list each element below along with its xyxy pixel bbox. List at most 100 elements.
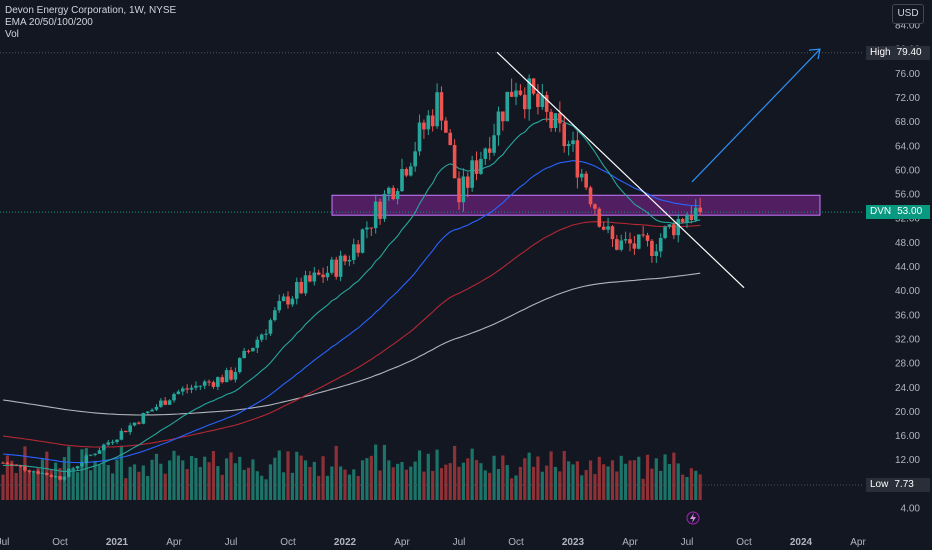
candle-body bbox=[9, 464, 14, 466]
candle-body bbox=[259, 334, 264, 340]
candle-body bbox=[246, 350, 251, 352]
candle-body bbox=[566, 144, 571, 147]
candle-body bbox=[536, 93, 540, 108]
y-tick-label: 20.00 bbox=[895, 407, 920, 418]
y-tick-label: 12.00 bbox=[895, 455, 920, 466]
candle-body bbox=[115, 439, 119, 442]
y-tick-label: 76.00 bbox=[895, 69, 920, 80]
candle-body bbox=[273, 310, 277, 321]
candle-body bbox=[264, 333, 268, 335]
candle-body bbox=[62, 476, 67, 480]
volume-bar bbox=[277, 450, 281, 500]
candle-body bbox=[66, 468, 71, 477]
x-tick-label: 2022 bbox=[334, 537, 357, 548]
volume-bar bbox=[268, 464, 273, 500]
candle-body bbox=[303, 275, 308, 294]
volume-bar bbox=[496, 468, 501, 500]
volume-bar bbox=[168, 460, 172, 500]
candle-body bbox=[408, 166, 413, 176]
volume-bar bbox=[176, 455, 180, 500]
volume-bar bbox=[54, 462, 58, 500]
volume-bar bbox=[439, 468, 444, 500]
volume-bar bbox=[409, 466, 413, 500]
candle-body bbox=[347, 259, 352, 262]
candle-body bbox=[395, 191, 400, 200]
candle-body bbox=[330, 259, 334, 273]
candle-body bbox=[417, 122, 422, 152]
volume-bar bbox=[45, 451, 49, 500]
volume-bar bbox=[58, 468, 62, 500]
candle-body bbox=[400, 168, 404, 192]
volume-bar bbox=[479, 463, 483, 500]
candle-body bbox=[176, 391, 181, 395]
volume-bar bbox=[571, 464, 575, 500]
volume-bar bbox=[474, 460, 479, 500]
x-tick-label: 2024 bbox=[790, 537, 813, 548]
candle-body bbox=[544, 95, 549, 112]
y-tick-label: 48.00 bbox=[895, 238, 920, 249]
ema20-line bbox=[2, 118, 701, 473]
candle-body bbox=[119, 430, 124, 440]
candle-body bbox=[531, 78, 536, 94]
volume-bar bbox=[308, 466, 312, 500]
candle-body bbox=[80, 463, 84, 467]
volume-bar bbox=[163, 473, 167, 500]
candle-body bbox=[202, 381, 207, 386]
volume-bar bbox=[159, 463, 163, 500]
candle-body bbox=[128, 425, 132, 433]
candle-body bbox=[496, 111, 501, 136]
candle-body bbox=[242, 350, 246, 359]
y-tick-label: 36.00 bbox=[895, 310, 920, 321]
y-tick-label: 68.00 bbox=[895, 117, 920, 128]
volume-bar bbox=[580, 475, 584, 500]
candle-body bbox=[351, 244, 356, 260]
candle-body bbox=[299, 281, 303, 294]
volume-bar bbox=[365, 458, 369, 500]
candle-body bbox=[102, 444, 106, 451]
candle-body bbox=[448, 132, 453, 146]
volume-bar bbox=[246, 467, 251, 500]
x-tick-label: Oct bbox=[52, 537, 68, 548]
currency-button[interactable]: USD bbox=[892, 4, 924, 24]
volume-bar bbox=[588, 460, 593, 500]
high-price-tag: High 79.40 bbox=[866, 45, 930, 60]
volume-bar bbox=[71, 468, 75, 500]
low-price-tag: Low 7.73 bbox=[866, 478, 930, 492]
candle-body bbox=[45, 472, 49, 476]
volume-bar bbox=[36, 468, 40, 500]
candle-body bbox=[123, 430, 128, 433]
volume-bar bbox=[106, 465, 110, 500]
volume-bar bbox=[501, 455, 505, 500]
volume-bar bbox=[238, 456, 242, 500]
candle-body bbox=[391, 187, 396, 200]
candle-body bbox=[141, 413, 146, 424]
candle-body bbox=[268, 320, 273, 334]
volume-bar bbox=[558, 471, 562, 500]
volume-bar bbox=[523, 458, 527, 500]
volume-bar bbox=[360, 460, 365, 500]
volume-bar bbox=[137, 471, 141, 500]
volume-bar bbox=[295, 451, 299, 500]
candle-body bbox=[378, 201, 382, 219]
candle-body bbox=[71, 468, 75, 470]
y-tick-label: 16.00 bbox=[895, 431, 920, 442]
candle-body bbox=[229, 370, 233, 380]
candle-body bbox=[509, 91, 514, 97]
volume-bar bbox=[645, 454, 650, 500]
volume-bar bbox=[435, 449, 439, 500]
candle-body bbox=[588, 187, 593, 205]
volume-bar bbox=[369, 455, 373, 500]
y-tick-label: 24.00 bbox=[895, 383, 920, 394]
volume-bar bbox=[378, 470, 382, 500]
volume-bar bbox=[330, 466, 334, 500]
volume-bar bbox=[211, 451, 216, 500]
volume-bar bbox=[282, 472, 286, 500]
volume-bar bbox=[225, 458, 229, 500]
candle-body bbox=[185, 388, 189, 390]
volume-bar bbox=[619, 455, 623, 500]
volume-bar bbox=[694, 470, 698, 500]
legend-vol: Vol bbox=[5, 29, 19, 40]
x-tick-label: Apr bbox=[622, 537, 638, 548]
